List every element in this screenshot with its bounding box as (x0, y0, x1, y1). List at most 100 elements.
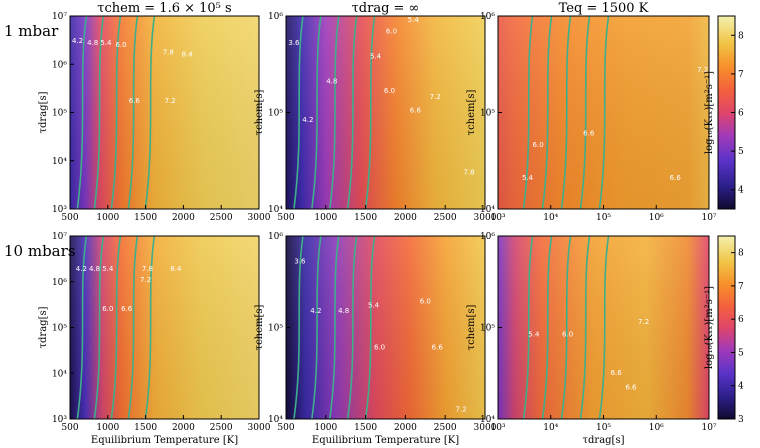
x-tick-label: 1500 (134, 423, 157, 433)
column-title: τchem = 1.6 × 10⁵ s (97, 1, 231, 16)
contour-label: 6.0 (374, 343, 385, 351)
colorbar-tick-label: 8 (738, 31, 744, 41)
contour-label: 7.2 (430, 93, 441, 101)
contour-label: 6.0 (420, 298, 431, 306)
contour-label: 8.4 (182, 51, 194, 59)
x-tick-label: 500 (61, 213, 78, 223)
y-tick-label: 10⁶ (268, 12, 283, 22)
x-tick-label: 10⁶ (649, 213, 664, 223)
colorbar-label: log₁₀(Kₓₓ)[m²s⁻¹] (704, 286, 715, 369)
contour-label: 6.6 (670, 174, 682, 182)
contour-line (346, 235, 358, 420)
x-tick-label: 1000 (96, 213, 119, 223)
contour-label: 4.8 (338, 307, 349, 315)
contour-label: 3.6 (288, 39, 300, 47)
contour-label: 6.0 (384, 87, 395, 95)
y-tick-label: 10⁴ (480, 415, 495, 425)
contour-label: 6.0 (533, 141, 544, 149)
x-tick-label: 10³ (490, 213, 505, 223)
x-tick-label: 2500 (434, 213, 457, 223)
x-tick-label: 10⁶ (649, 423, 664, 433)
contour-line (293, 15, 304, 210)
contour-line (364, 235, 376, 420)
contour-line (328, 15, 340, 210)
y-tick-label: 10³ (52, 415, 67, 425)
x-axis-label: Equilibrium Temperature [K] (312, 435, 459, 446)
contour-label: 6.6 (611, 369, 623, 377)
contour-label: 4.2 (72, 37, 83, 45)
contour-line (76, 15, 88, 210)
y-axis-label: τchem[s] (254, 89, 265, 135)
contour-label: 5.4 (522, 174, 534, 182)
x-tick-label: 10⁵ (596, 423, 611, 433)
contour-label: 6.0 (386, 27, 397, 35)
y-tick-label: 10⁶ (52, 278, 67, 288)
contour-line (364, 15, 376, 210)
contour-line (560, 235, 572, 420)
contour-label: 4.2 (76, 265, 87, 273)
x-tick-label: 2500 (210, 423, 233, 433)
colorbar-tick-label: 5 (738, 147, 744, 157)
panel-0-0: 4.2 4.8 5.4 6.0 6.6 7.2 7.8 8.4 500 1000 1500 2000 2… (38, 1, 271, 223)
y-tick-label: 10⁵ (52, 109, 67, 119)
contour-label: 6.6 (432, 343, 444, 351)
y-tick-label: 10⁵ (268, 324, 283, 334)
colorbar-ramp (717, 235, 736, 420)
x-tick-label: 10⁷ (701, 423, 716, 433)
colorbar-tick-label: 7 (738, 282, 744, 292)
y-axis-label: τchem[s] (254, 304, 265, 350)
contour-line (541, 235, 553, 420)
contour-label: 4.8 (326, 78, 337, 86)
contour-label: 7.2 (140, 276, 151, 284)
panel-1-1: 3.6 4.2 4.8 5.4 6.0 6.0 6.6 7.2 500 1000 1500 2000 2… (254, 232, 497, 446)
panel-0-1: 3.6 4.2 4.8 5.4 6.0 5.4 6.0 6.6 7.2 7.8 500 1000 150… (254, 1, 497, 223)
contour-line (293, 235, 304, 420)
contour-label: 5.4 (102, 265, 114, 273)
colorbar-tick-label: 4 (738, 186, 744, 196)
y-tick-label: 10⁵ (480, 324, 495, 334)
y-tick-label: 10⁵ (268, 109, 283, 119)
contour-line (579, 235, 591, 420)
contour-label: 7.8 (142, 265, 153, 273)
contour-line (311, 15, 322, 210)
x-tick-label: 2500 (434, 423, 457, 433)
contour-label: 4.8 (87, 39, 98, 47)
contour-line (76, 235, 88, 420)
y-tick-label: 10⁴ (52, 369, 67, 379)
contour-line (328, 235, 340, 420)
contour-label: 4.2 (302, 116, 313, 124)
column-title: τdrag = ∞ (352, 1, 420, 16)
contour-line (541, 15, 553, 210)
x-axis-label: τdrag[s] (582, 435, 624, 446)
contour-label: 6.6 (129, 97, 141, 105)
contour-label: 7.2 (165, 97, 176, 105)
contour-label: 6.0 (115, 41, 126, 49)
contour-label: 4.2 (310, 307, 321, 315)
contour-label: 8.4 (170, 265, 182, 273)
contour-line (93, 235, 105, 420)
y-tick-label: 10⁶ (480, 12, 495, 22)
x-tick-label: 1500 (354, 213, 377, 223)
contour-line (127, 235, 139, 420)
x-tick-label: 10³ (490, 423, 505, 433)
x-tick-label: 1000 (314, 423, 337, 433)
colorbar-tick-label: 3 (738, 415, 744, 425)
x-tick-label: 500 (277, 423, 294, 433)
contour-label: 5.4 (100, 39, 112, 47)
contour-label: 7.2 (638, 318, 649, 326)
contour-label: 5.4 (368, 301, 380, 309)
colorbar-tick-label: 4 (738, 382, 744, 392)
x-tick-label: 10⁵ (596, 213, 611, 223)
contour-line (346, 15, 358, 210)
contour-label: 6.6 (121, 305, 133, 313)
contour-line (311, 235, 322, 420)
x-tick-label: 500 (61, 423, 78, 433)
x-tick-label: 500 (277, 213, 294, 223)
y-axis-label: τchem[s] (466, 89, 477, 135)
colorbar-tick-label: 7 (738, 70, 744, 80)
contour-label: 5.4 (528, 331, 540, 339)
contour-label: 7.2 (456, 406, 467, 414)
